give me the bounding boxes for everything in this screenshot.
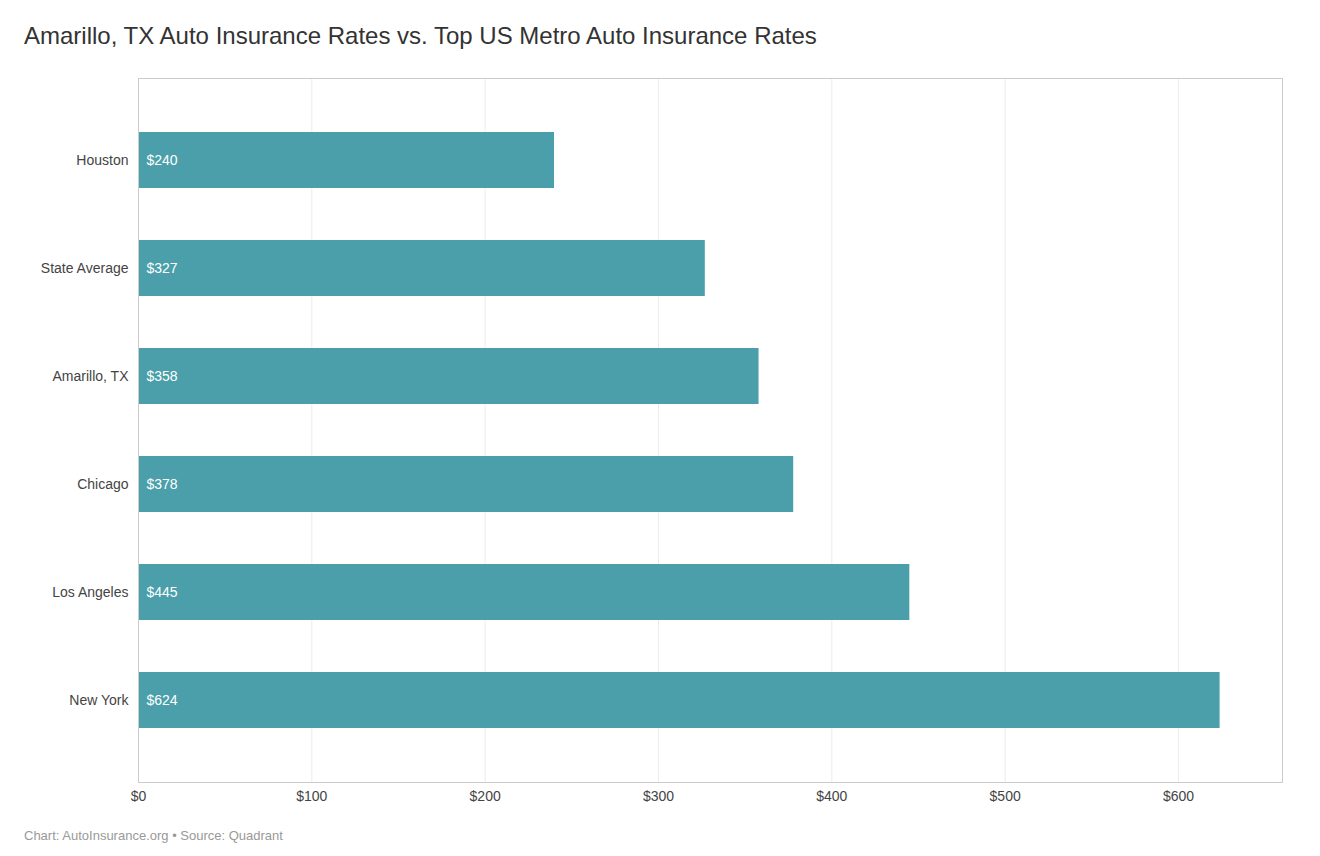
svg-text:State Average: State Average bbox=[41, 260, 129, 276]
html-text:Chart: AutoInsurance.org • Sou: Chart: AutoInsurance.org • Source: Quadr… bbox=[24, 828, 283, 843]
svg-text:$100: $100 bbox=[296, 788, 327, 804]
svg-text:$0: $0 bbox=[131, 788, 147, 804]
svg-text:$624: $624 bbox=[147, 692, 178, 708]
svg-text:$378: $378 bbox=[147, 476, 178, 492]
svg-text:$358: $358 bbox=[147, 368, 178, 384]
svg-text:Los Angeles: Los Angeles bbox=[52, 584, 128, 600]
svg-text:Houston: Houston bbox=[76, 152, 128, 168]
svg-text:$240: $240 bbox=[147, 152, 178, 168]
svg-text:$400: $400 bbox=[816, 788, 847, 804]
svg-text:$327: $327 bbox=[147, 260, 178, 276]
svg-text:Chicago: Chicago bbox=[77, 476, 129, 492]
svg-text:$600: $600 bbox=[1163, 788, 1194, 804]
svg-text:$200: $200 bbox=[470, 788, 501, 804]
svg-text:$500: $500 bbox=[990, 788, 1021, 804]
svg-text:$300: $300 bbox=[643, 788, 674, 804]
svg-text:$445: $445 bbox=[147, 584, 178, 600]
html-text:Amarillo, TX Auto Insurance Ra: Amarillo, TX Auto Insurance Rates vs. To… bbox=[24, 22, 817, 49]
svg-text:New York: New York bbox=[69, 692, 129, 708]
svg-text:Amarillo, TX: Amarillo, TX bbox=[53, 368, 130, 384]
